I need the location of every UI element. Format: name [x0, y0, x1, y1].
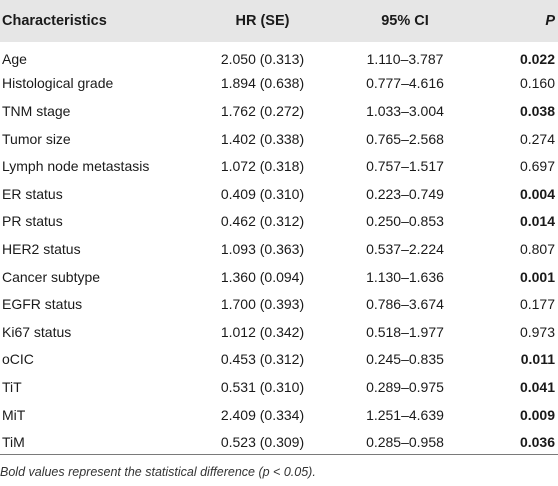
cell-characteristic: TiT — [2, 378, 22, 395]
cell-p-value: 0.036 — [519, 434, 555, 451]
header-characteristics: Characteristics — [2, 13, 107, 29]
cell-ci: 1.251–4.639 — [366, 406, 444, 423]
cell-hr: 1.762 (0.272) — [220, 102, 305, 119]
cell-ci: 0.518–1.977 — [366, 323, 444, 340]
cell-p-value: 0.014 — [519, 213, 555, 230]
cell-ci: 0.223–0.749 — [366, 185, 444, 202]
cell-hr: 0.409 (0.310) — [220, 185, 305, 202]
cell-characteristic: HER2 status — [2, 240, 81, 257]
table-header: Characteristics HR (SE) 95% CI P — [0, 0, 558, 42]
cell-hr: 1.402 (0.338) — [220, 130, 305, 147]
table-row: oCIC 0.453 (0.312) 0.245–0.835 0.011 — [0, 346, 558, 374]
cell-ci: 0.289–0.975 — [366, 378, 444, 395]
cell-characteristic: Cancer subtype — [2, 268, 101, 285]
cell-characteristic: Age — [2, 50, 27, 67]
cell-p-value: 0.001 — [519, 268, 555, 285]
cell-hr: 1.072 (0.318) — [220, 158, 305, 175]
cell-hr: 0.462 (0.312) — [220, 213, 305, 230]
cell-characteristic: Lymph node metastasis — [2, 158, 150, 175]
table-row: TiM 0.523 (0.309) 0.285–0.958 0.036 — [0, 428, 558, 456]
header-hr: HR (SE) — [235, 13, 290, 29]
cell-p-value: 0.160 — [519, 75, 555, 92]
table-row: ER status 0.409 (0.310) 0.223–0.749 0.004 — [0, 180, 558, 208]
cell-hr: 0.531 (0.310) — [220, 378, 305, 395]
cell-p-value: 0.004 — [519, 185, 555, 202]
cell-ci: 1.033–3.004 — [366, 102, 444, 119]
cell-p-value: 0.274 — [519, 130, 555, 147]
cell-p-value: 0.022 — [519, 50, 555, 67]
cell-characteristic: PR status — [2, 213, 63, 230]
cell-hr: 1.012 (0.342) — [220, 323, 305, 340]
cell-characteristic: Ki67 status — [2, 323, 72, 340]
cell-hr: 1.700 (0.393) — [220, 296, 305, 313]
table-row: TNM stage 1.762 (0.272) 1.033–3.004 0.038 — [0, 97, 558, 125]
cell-ci: 0.786–3.674 — [366, 296, 444, 313]
header-p: P — [545, 13, 555, 29]
cell-p-value: 0.009 — [519, 406, 555, 423]
cell-hr: 2.050 (0.313) — [220, 50, 305, 67]
table-row: TiT 0.531 (0.310) 0.289–0.975 0.041 — [0, 373, 558, 401]
header-row: Characteristics HR (SE) 95% CI P — [0, 0, 558, 42]
cell-p-value: 0.041 — [519, 378, 555, 395]
cell-p-value: 0.973 — [519, 323, 555, 340]
cell-hr: 1.093 (0.363) — [220, 240, 305, 257]
cell-hr: 0.453 (0.312) — [220, 351, 305, 368]
cell-p-value: 0.807 — [519, 240, 555, 257]
cell-p-value: 0.011 — [520, 351, 555, 368]
cell-ci: 0.285–0.958 — [366, 434, 444, 451]
header-ci: 95% CI — [381, 13, 429, 29]
table-row: Age 2.050 (0.313) 1.110–3.787 0.022 — [0, 42, 558, 70]
cell-ci: 1.130–1.636 — [366, 268, 444, 285]
cell-ci: 0.245–0.835 — [366, 351, 444, 368]
table-row: MiT 2.409 (0.334) 1.251–4.639 0.009 — [0, 401, 558, 429]
hazard-ratio-table: Characteristics HR (SE) 95% CI P Age 2.05… — [0, 0, 558, 456]
cell-p-value: 0.697 — [519, 158, 555, 175]
cell-ci: 0.757–1.517 — [366, 158, 444, 175]
table-bottom-rule — [0, 454, 558, 455]
cell-ci: 0.765–2.568 — [366, 130, 444, 147]
cell-hr: 0.523 (0.309) — [220, 434, 305, 451]
cell-p-value: 0.038 — [519, 102, 555, 119]
cell-characteristic: EGFR status — [2, 296, 83, 313]
cell-hr: 1.360 (0.094) — [220, 268, 305, 285]
cell-ci: 0.777–4.616 — [366, 75, 444, 92]
table-row: EGFR status 1.700 (0.393) 0.786–3.674 0.177 — [0, 290, 558, 318]
table-row: Lymph node metastasis 1.072 (0.318) 0.757–… — [0, 152, 558, 180]
cell-characteristic: Histological grade — [2, 75, 114, 92]
cell-p-value: 0.177 — [519, 296, 555, 313]
cell-characteristic: TiM — [2, 434, 25, 451]
cell-ci: 0.537–2.224 — [366, 240, 444, 257]
table-row: Histological grade 1.894 (0.638) 0.777–4.6… — [0, 70, 558, 98]
table-footnote: Bold values represent the statistical di… — [0, 465, 316, 479]
table-body: Age 2.050 (0.313) 1.110–3.787 0.022 Histolog… — [0, 42, 558, 456]
cell-characteristic: MiT — [2, 406, 26, 423]
cell-characteristic: ER status — [2, 185, 63, 202]
cell-characteristic: oCIC — [2, 351, 34, 368]
cell-ci: 0.250–0.853 — [366, 213, 444, 230]
cell-characteristic: TNM stage — [2, 102, 71, 119]
table-row: Tumor size 1.402 (0.338) 0.765–2.568 0.274 — [0, 125, 558, 153]
cell-ci: 1.110–3.787 — [366, 50, 444, 67]
table-row: Ki67 status 1.012 (0.342) 0.518–1.977 0.973 — [0, 318, 558, 346]
cell-hr: 2.409 (0.334) — [220, 406, 305, 423]
table-row: HER2 status 1.093 (0.363) 0.537–2.224 0.807 — [0, 235, 558, 263]
table-row: PR status 0.462 (0.312) 0.250–0.853 0.014 — [0, 208, 558, 236]
table-row: Cancer subtype 1.360 (0.094) 1.130–1.636 0.… — [0, 263, 558, 291]
cell-characteristic: Tumor size — [2, 130, 71, 147]
cell-hr: 1.894 (0.638) — [220, 75, 305, 92]
